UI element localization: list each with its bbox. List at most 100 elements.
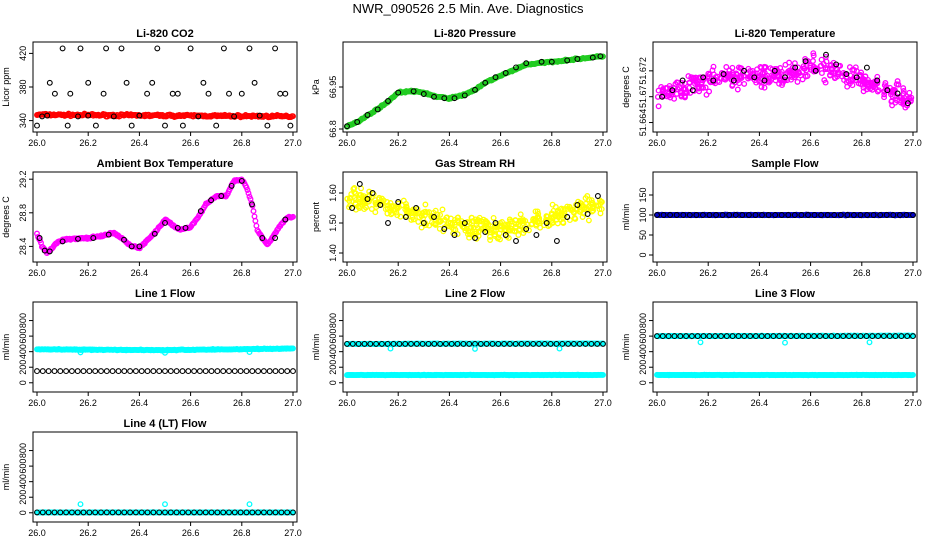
line-3-flow-point <box>869 333 876 340</box>
li820-co2-series-black-upper <box>46 79 284 97</box>
line-4-lt-flow-ytick-label: 800 <box>18 443 28 458</box>
sample-flow-point <box>713 212 720 218</box>
line-3-flow-point <box>694 333 701 340</box>
li820-temperature-series-black <box>659 51 911 107</box>
li820-pressure-xtick-label: 26.8 <box>543 138 561 148</box>
li820-temperature-point <box>698 79 705 86</box>
ambient-box-temperature-xtick-label: 26.4 <box>131 268 149 278</box>
li820-co2-panel: Li-820 CO2 Licor ppm 340 380 420 26.0 26.2 26.4… <box>1 28 302 148</box>
line-1-flow-xtick-label: 27.0 <box>284 398 302 408</box>
sample-flow-point <box>660 212 667 218</box>
gas-stream-rh-point <box>415 218 422 225</box>
ambient-box-temperature-title: Ambient Box Temperature <box>97 158 234 170</box>
sample-flow-xtick-label: 26.0 <box>648 268 666 278</box>
li820-temperature-point <box>729 82 736 89</box>
li820-pressure-point <box>420 91 427 97</box>
li820-co2-point <box>195 113 202 120</box>
gas-stream-rh-ytick-label: 1.50 <box>328 214 338 232</box>
li820-temperature-point <box>700 74 707 81</box>
li820-temperature-point <box>853 74 860 81</box>
sample-flow-point <box>772 212 779 218</box>
line-3-flow-point <box>816 333 823 340</box>
gas-stream-rh-point <box>403 204 410 211</box>
li820-temperature-point <box>688 74 695 81</box>
li820-temperature-point <box>874 77 881 84</box>
sample-flow-point <box>818 212 825 218</box>
li820-temperature-point <box>832 74 839 81</box>
gas-stream-rh-point <box>422 201 429 208</box>
line-2-flow-point <box>408 340 414 347</box>
line-3-flow-xtick-label: 26.2 <box>699 398 717 408</box>
line-3-flow-point <box>892 333 899 340</box>
li820-temperature-point <box>860 88 867 95</box>
line-1-flow-point <box>272 368 279 375</box>
li820-temperature-point <box>696 88 703 95</box>
li820-temperature-point <box>795 70 802 76</box>
li820-temperature-point <box>807 64 814 71</box>
sample-flow-panel: Sample Flow ml/min 0 50 100 150 26.0 26.2 26.4 26… <box>621 158 922 278</box>
li820-temperature-point <box>908 94 915 101</box>
li820-pressure-point <box>385 98 391 104</box>
li820-co2-point <box>75 113 81 120</box>
li820-temperature-point <box>827 72 834 79</box>
line-2-flow-ytick-label: 200 <box>328 360 338 375</box>
sample-flow-point <box>864 212 871 218</box>
gas-stream-rh-point <box>550 207 557 214</box>
li820-temperature-point <box>843 73 850 80</box>
line-1-flow-point <box>162 349 168 356</box>
line-3-flow-point <box>747 333 754 340</box>
line-2-flow-point <box>483 340 490 347</box>
line-3-flow-point <box>688 333 695 340</box>
line-1-flow-point <box>57 368 64 375</box>
ambient-box-temperature-point <box>259 235 266 241</box>
li820-co2-ytick-label: 380 <box>18 79 28 94</box>
line-2-flow-point <box>361 340 368 347</box>
li820-pressure-point <box>564 57 571 64</box>
gas-stream-rh-point <box>532 208 539 215</box>
li820-pressure-panel: Li-820 Pressure kPa 66.8 66.95 26.0 26.2 26.4 2… <box>311 28 612 148</box>
line-4-lt-flow-point <box>109 509 116 516</box>
line-2-flow-point <box>378 340 385 347</box>
line-4-lt-flow-ytick-label: 600 <box>18 459 28 474</box>
line-2-flow-point <box>495 340 502 347</box>
ambient-box-temperature-point <box>90 235 97 241</box>
li820-co2-point <box>238 90 245 97</box>
line-1-flow-point <box>63 368 70 375</box>
li820-pressure-point <box>492 74 499 81</box>
gas-stream-rh-point <box>430 220 437 227</box>
line-2-flow-point <box>524 340 531 347</box>
li820-temperature-point <box>795 64 802 71</box>
li820-temperature-point <box>753 79 760 86</box>
gas-stream-rh-point <box>469 218 476 225</box>
line-3-flow-point <box>665 333 672 340</box>
li820-co2-point <box>256 112 263 119</box>
line-3-flow-point <box>828 333 835 340</box>
line-2-flow-point <box>390 340 397 347</box>
li820-co2-point <box>231 113 238 120</box>
li820-co2-point <box>92 122 99 129</box>
sample-flow-point <box>903 212 910 218</box>
li820-temperature-point <box>762 64 769 71</box>
li820-temperature-xtick-label: 26.4 <box>751 138 769 148</box>
li820-temperature-point <box>884 87 891 94</box>
li820-temperature-point <box>767 65 774 72</box>
sample-flow-point <box>877 212 884 218</box>
ambient-box-temperature-point <box>75 235 81 242</box>
li820-temperature-point <box>702 84 709 91</box>
line-1-flow-point <box>138 368 145 375</box>
gas-stream-rh-point <box>431 214 437 220</box>
line-1-flow-point <box>266 368 273 375</box>
gas-stream-rh-point <box>395 199 402 205</box>
line-3-flow-point <box>880 333 887 340</box>
line-2-flow-ytick-label: 800 <box>328 313 338 328</box>
gas-stream-rh-point <box>360 196 367 203</box>
line-4-lt-flow-point <box>173 509 180 516</box>
li820-pressure-point <box>513 64 519 71</box>
line-2-flow-point <box>559 340 566 347</box>
li820-temperature-point <box>679 77 686 84</box>
ambient-box-temperature-point <box>251 213 258 220</box>
li820-temperature-point <box>863 64 870 71</box>
line-4-lt-flow-ytick-label: 0 <box>18 510 28 515</box>
gas-stream-rh-point <box>350 186 357 192</box>
gas-stream-rh-xtick-label: 27.0 <box>594 268 612 278</box>
